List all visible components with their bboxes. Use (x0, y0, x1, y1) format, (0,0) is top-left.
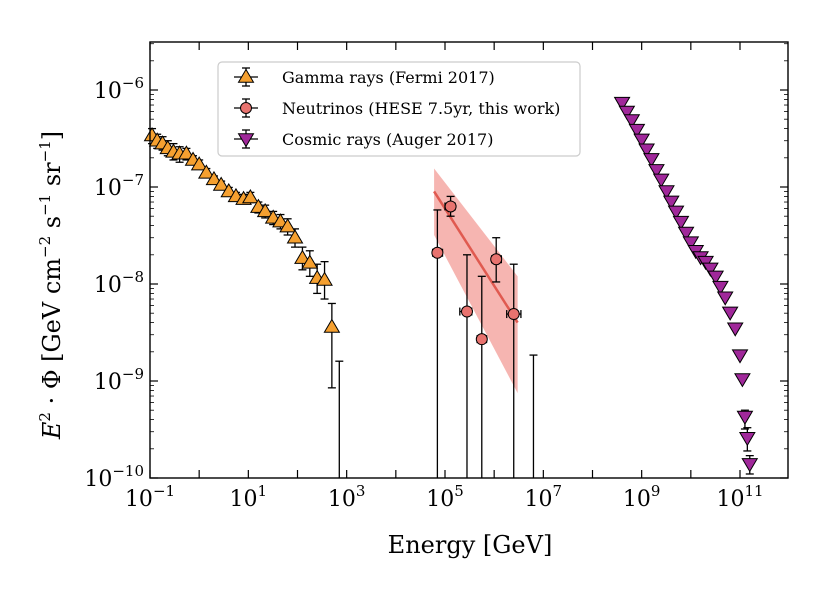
gamma-data-point (301, 254, 319, 269)
y-title-mid: · Φ [GeV cm (38, 258, 66, 412)
y-title-exp-neg1b: −1 (36, 140, 54, 162)
y-title-exp-neg2: −2 (36, 236, 54, 258)
neutrino-data-point (475, 333, 488, 346)
y-axis-title: E2 · Φ [GeV cm−2 s−1 sr−1] (36, 131, 66, 440)
cosmic-data-point (736, 410, 754, 426)
cosmic-data-point (628, 123, 646, 139)
y-title-exp-neg1a: −1 (36, 194, 54, 216)
gamma-data-point (197, 164, 215, 179)
x-axis-title: Energy [GeV] (388, 531, 553, 559)
cosmic-data-point (702, 262, 719, 277)
x-tick-label: 1011 (716, 482, 763, 512)
cosmic-data-point (667, 205, 685, 220)
cosmic-data-point (682, 236, 700, 251)
cosmic-data-point (662, 195, 680, 210)
y-title-base: E (38, 421, 66, 440)
cosmic-data-point (613, 96, 631, 112)
legend-neutrino-marker (240, 102, 252, 114)
cosmic-data-point (658, 185, 675, 200)
neutrino-fit-line (433, 190, 519, 324)
cosmic-data-point (707, 270, 725, 285)
cosmic-data-point (633, 133, 651, 148)
plot-frame (149, 41, 789, 479)
gamma-data-point (294, 249, 311, 264)
cosmic-data-point (648, 164, 665, 179)
gamma-data-point (241, 188, 259, 204)
x-tick-label: 109 (623, 482, 661, 512)
svg-text:E2 · Φ [GeV cm−2 s−1 sr−1]: E2 · Φ [GeV cm−2 s−1 sr−1] (36, 131, 66, 440)
x-tick-label: 10−1 (125, 482, 175, 512)
cosmic-data-point (716, 291, 734, 306)
gamma-data-point (316, 271, 333, 286)
legend-entry-gamma: Gamma rays (Fermi 2017) (234, 67, 495, 87)
gamma-data-point (205, 170, 223, 186)
legend-label-gamma: Gamma rays (Fermi 2017) (282, 68, 495, 87)
neutrino-data-point (507, 308, 520, 321)
cosmic-data-point (672, 215, 690, 231)
cosmic-data-point (731, 349, 749, 364)
cosmic-data-point (638, 143, 655, 158)
legend-gamma-marker (237, 68, 255, 83)
cosmic-data-point (643, 153, 660, 168)
gamma-data-point (272, 213, 289, 228)
legend: Gamma rays (Fermi 2017) Neutrinos (HESE … (217, 61, 581, 157)
tick-label-layer: 10−1 101 103 105 107 109 1011 10−10 10−9 10−8 10−7… (84, 74, 763, 512)
gamma-data-point (256, 202, 274, 218)
cosmic-data-point (618, 105, 636, 121)
y-title-s: s (38, 216, 66, 236)
y-title-close: ] (38, 131, 66, 140)
gamma-data-point (286, 229, 304, 244)
cosmic-data-point (738, 431, 756, 447)
gamma-data-point (279, 218, 297, 233)
gamma-data-point (190, 156, 208, 171)
neutrino-data-point (431, 246, 444, 259)
x-tick-label: 107 (525, 482, 563, 512)
legend-box (217, 61, 581, 157)
legend-label-neutrino: Neutrinos (HESE 7.5yr, this work) (282, 99, 560, 118)
legend-entry-neutrino: Neutrinos (HESE 7.5yr, this work) (234, 98, 560, 118)
cosmic-data-point (623, 114, 641, 129)
neutrino-data-point (460, 305, 473, 318)
legend-marker-neutrino (234, 98, 258, 118)
y-tick-label: 10−6 (94, 74, 144, 104)
cosmic-data-point (652, 173, 670, 188)
cosmic-data-point (741, 458, 759, 473)
y-tick-label: 10−7 (94, 171, 144, 201)
gamma-data-point (323, 318, 341, 333)
legend-marker-cosmic (234, 129, 258, 149)
fit-band-layer (433, 168, 519, 394)
legend-cosmic-marker (237, 133, 255, 148)
y-tick-label: 10−8 (94, 268, 144, 298)
legend-entry-cosmic: Cosmic rays (Auger 2017) (234, 129, 493, 149)
y-tick-label: 10−10 (84, 462, 144, 492)
legend-label-cosmic: Cosmic rays (Auger 2017) (282, 130, 493, 149)
cosmic-data-point (712, 280, 729, 296)
x-tick-label: 103 (328, 482, 366, 512)
gamma-data-point (178, 145, 195, 160)
x-tick-label: 101 (230, 482, 268, 512)
y-tick-label: 10−9 (94, 365, 144, 395)
tick-layer (149, 42, 788, 479)
legend-marker-gamma (234, 67, 258, 87)
data-layer (143, 96, 759, 478)
gamma-data-point (212, 176, 230, 191)
cosmic-data-point (734, 373, 751, 388)
gamma-data-point (220, 182, 238, 198)
cosmic-data-point (677, 226, 695, 241)
y-title-sr: sr (38, 162, 66, 194)
cosmic-data-point (721, 306, 739, 321)
x-tick-label: 105 (426, 482, 464, 512)
neutrino-data-point (444, 200, 457, 213)
y-title-exp2: 2 (36, 412, 54, 422)
cosmic-data-point (726, 322, 744, 337)
neutrino-data-point (490, 253, 503, 266)
